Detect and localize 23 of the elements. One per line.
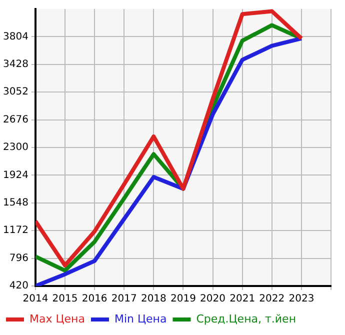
- x-tick-label: 2019: [170, 294, 196, 305]
- x-tick-label: 2017: [111, 294, 137, 305]
- legend-label: Max Цена: [30, 312, 85, 326]
- y-tick-label: 3804: [2, 31, 28, 42]
- x-tick-label: 2020: [200, 294, 226, 305]
- x-tick-label: 2018: [140, 294, 166, 305]
- x-tick-label: 2021: [230, 294, 256, 305]
- legend-label: Сред.Цена, т.йен: [196, 312, 296, 326]
- y-tick-label: 2300: [2, 142, 28, 154]
- y-tick-label: 3052: [2, 86, 28, 98]
- y-tick-label: 2676: [2, 114, 28, 126]
- y-tick-label: 796: [9, 252, 28, 264]
- y-tick-label: 1548: [2, 197, 28, 208]
- x-tick-label: 2015: [52, 294, 78, 305]
- x-tick-label: 2023: [288, 294, 314, 305]
- legend-label: Min Цена: [114, 312, 167, 326]
- y-tick-label: 1924: [2, 170, 28, 181]
- y-tick-label: 420: [9, 280, 28, 292]
- y-tick-label: 3428: [2, 58, 28, 70]
- x-tick-label: 2022: [259, 294, 285, 305]
- y-tick-label: 1172: [2, 225, 28, 236]
- x-tick-label: 2014: [22, 294, 48, 305]
- x-tick-label: 2016: [82, 294, 108, 305]
